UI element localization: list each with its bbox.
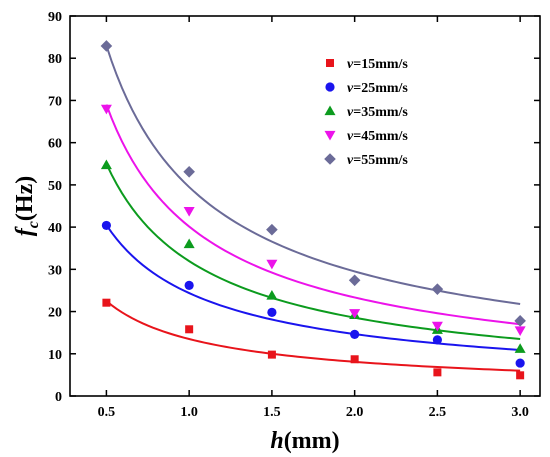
data-point <box>183 166 195 178</box>
y-axis-title-unit: (Hz) <box>12 176 38 221</box>
legend-label: v=35mm/s <box>347 105 408 120</box>
fit-curve-5 <box>105 45 521 305</box>
data-point <box>431 283 444 295</box>
legend-marker <box>324 153 336 165</box>
legend-marker <box>324 130 336 141</box>
y-tick-label: 30 <box>48 263 62 278</box>
data-point <box>183 206 195 217</box>
legend-label: v=45mm/s <box>347 129 408 144</box>
data-point <box>101 220 112 231</box>
x-tick-label: 3.0 <box>511 405 529 420</box>
data-point <box>350 355 359 364</box>
legend-marker <box>325 82 335 92</box>
data-point <box>349 309 361 319</box>
data-point <box>515 358 525 368</box>
x-axis-title: h(mm) <box>270 428 339 454</box>
fit-curve-4 <box>105 104 521 326</box>
data-point <box>100 104 112 115</box>
plot-frame <box>69 15 541 397</box>
y-tick-label: 50 <box>48 179 62 194</box>
data-point <box>516 371 525 380</box>
data-point <box>185 325 194 334</box>
data-point <box>267 350 276 359</box>
legend-label-variable: v <box>347 153 354 168</box>
y-tick-label: 20 <box>48 306 62 321</box>
legend: v=15mm/sv=25mm/sv=35mm/sv=45mm/sv=55mm/s <box>324 57 408 168</box>
legend-marker <box>326 59 334 67</box>
data-point <box>514 326 526 337</box>
x-tick-label: 2.5 <box>429 405 447 420</box>
y-tick-label: 10 <box>48 348 62 363</box>
legend-label: v=25mm/s <box>347 81 408 96</box>
data-points <box>100 40 526 380</box>
x-tick-label: 1.0 <box>180 405 198 420</box>
data-point <box>348 274 361 287</box>
data-point <box>100 159 112 170</box>
axis-ticks: 0 10 20 30 40 50 60 70 80 90 0.5 1.0 1.5 2.0 2.5 3.0 <box>48 10 540 420</box>
fit-curve-3 <box>105 163 521 340</box>
y-axis-title: fc(Hz) <box>12 176 42 236</box>
y-tick-label: 0 <box>55 390 62 405</box>
x-tick-label: 2.0 <box>346 405 364 420</box>
data-point <box>266 290 278 300</box>
data-point <box>266 259 278 270</box>
x-axis-title-unit: (mm) <box>284 428 340 454</box>
x-axis-title-variable: h <box>270 428 283 454</box>
legend-label-variable: v <box>347 105 354 120</box>
data-point <box>432 335 442 345</box>
data-point <box>102 298 111 307</box>
y-tick-label: 90 <box>48 10 62 25</box>
y-tick-label: 70 <box>48 94 62 109</box>
fit-curves <box>105 45 521 372</box>
y-axis-title-variable: f <box>12 226 38 236</box>
legend-label-value: =55mm/s <box>353 153 408 168</box>
y-tick-label: 80 <box>48 52 62 67</box>
legend-label: v=55mm/s <box>347 153 408 168</box>
fit-curve-2 <box>105 224 521 351</box>
legend-label-variable: v <box>347 129 354 144</box>
y-tick-label: 40 <box>48 221 62 236</box>
y-axis-title-subscript: c <box>25 221 42 228</box>
legend-marker <box>324 105 336 116</box>
x-tick-label: 1.5 <box>263 405 281 420</box>
legend-label-value: =25mm/s <box>353 81 408 96</box>
legend-label: v=15mm/s <box>347 57 408 72</box>
data-point <box>183 238 195 249</box>
data-point <box>184 280 194 290</box>
data-point <box>514 343 526 353</box>
legend-label-value: =15mm/s <box>353 57 408 72</box>
data-point <box>100 40 113 52</box>
legend-label-variable: v <box>347 57 354 72</box>
legend-label-variable: v <box>347 81 354 96</box>
data-point <box>514 315 526 327</box>
fit-curve-1 <box>105 300 521 372</box>
legend-label-value: =45mm/s <box>353 129 408 144</box>
data-point <box>350 329 360 339</box>
data-point <box>267 307 277 317</box>
data-point <box>431 321 443 332</box>
data-point <box>266 223 278 236</box>
data-point <box>433 368 442 377</box>
x-tick-label: 0.5 <box>98 405 116 420</box>
y-tick-label: 60 <box>48 137 62 152</box>
legend-label-value: =35mm/s <box>353 105 408 120</box>
